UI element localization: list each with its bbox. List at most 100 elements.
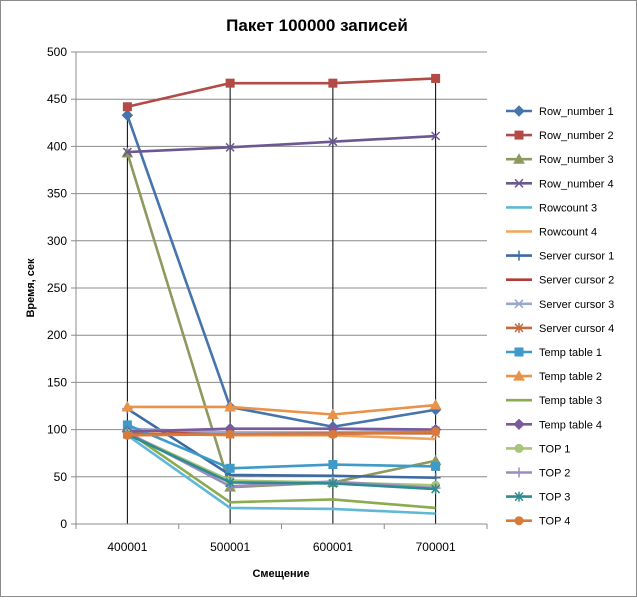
legend-label: Server cursor 4 — [539, 323, 614, 335]
y-tick-label: 450 — [47, 92, 67, 106]
x-tick-label: 500001 — [210, 540, 250, 554]
y-tick-label: 400 — [47, 139, 67, 153]
series-line — [126, 431, 436, 490]
data-point — [328, 78, 338, 88]
legend-marker — [514, 491, 524, 502]
data-point — [122, 430, 132, 440]
legend-marker — [513, 418, 525, 431]
grid — [76, 51, 487, 478]
data-point — [225, 142, 235, 152]
y-tick-label: 200 — [47, 328, 67, 342]
data-point — [225, 463, 235, 473]
series-line — [126, 407, 436, 480]
data-point — [224, 400, 236, 412]
data-point — [121, 109, 134, 121]
legend-label: TOP 4 — [539, 516, 570, 528]
series-line — [127, 427, 436, 433]
legend-item: TOP 1 — [506, 443, 570, 455]
series-line — [126, 114, 436, 429]
legend-item: Server cursor 2 — [506, 275, 614, 287]
legend-item: Row_number 3 — [506, 153, 614, 166]
data-point — [328, 460, 338, 470]
legend-item: Temp table 4 — [506, 418, 602, 431]
legend-label: Temp table 3 — [539, 395, 602, 407]
legend-label: Row_number 2 — [539, 130, 614, 142]
y-tick-label: 100 — [47, 423, 67, 437]
data-point — [225, 477, 235, 488]
drop-lines — [126, 78, 437, 524]
legend-item: Temp table 3 — [506, 395, 602, 407]
data-point — [431, 73, 441, 83]
x-axis-label: Смещение — [252, 568, 309, 580]
legend-item: Row_number 1 — [506, 105, 614, 118]
y-tick-label: 500 — [47, 45, 67, 59]
series-line — [127, 134, 436, 154]
chart-title: Пакет 100000 записей — [226, 16, 408, 35]
series-line — [127, 430, 436, 437]
legend-label: Server cursor 2 — [539, 275, 614, 287]
series-12 — [126, 430, 436, 510]
data-point — [431, 461, 441, 471]
series-0 — [121, 109, 442, 433]
legend-marker — [514, 347, 524, 357]
legend-marker — [514, 250, 524, 261]
series-11 — [121, 399, 442, 419]
legend-marker — [514, 299, 524, 309]
legend-label: Server cursor 1 — [539, 251, 614, 263]
data-point — [431, 131, 441, 141]
legend-label: Rowcount 3 — [539, 202, 597, 214]
legend-marker — [513, 370, 525, 381]
data-point — [429, 399, 442, 410]
series-line — [126, 423, 436, 470]
legend-label: Row_number 1 — [539, 106, 614, 118]
series-group — [121, 73, 442, 515]
x-tick-label: 600001 — [313, 540, 353, 554]
legend-item: Temp table 2 — [506, 370, 602, 383]
legend-item: Rowcount 4 — [506, 227, 597, 239]
legend-marker — [513, 105, 525, 117]
legend-item: Server cursor 3 — [506, 299, 614, 311]
legend-item: Server cursor 4 — [506, 323, 614, 335]
axes — [71, 51, 488, 529]
y-tick-labels: 0 50 100 150 200 250 300 350 400 450 500 — [47, 45, 67, 531]
legend-item: TOP 4 — [506, 516, 570, 528]
y-tick-label: 0 — [60, 517, 67, 531]
legend-marker — [513, 153, 525, 164]
data-point — [121, 400, 134, 412]
data-point — [431, 426, 441, 436]
legend-label: Server cursor 3 — [539, 299, 614, 311]
legend-label: Temp table 1 — [539, 347, 602, 359]
data-point — [122, 147, 132, 157]
legend-label: Rowcount 4 — [539, 227, 597, 239]
legend-marker — [514, 443, 524, 453]
legend: Row_number 1 Row_number 2 Row_number 3 Row_… — [506, 105, 614, 528]
data-point — [431, 484, 441, 495]
legend-item: Row_number 4 — [506, 178, 614, 190]
y-tick-label: 150 — [47, 375, 67, 389]
series-line — [127, 403, 436, 416]
x-tick-labels: 400001 500001 600001 700001 — [107, 540, 456, 554]
legend-label: Row_number 3 — [539, 154, 614, 166]
y-axis-label: Время, сек — [25, 258, 37, 318]
legend-label: Temp table 2 — [539, 371, 602, 383]
legend-item: Server cursor 1 — [506, 250, 614, 263]
data-point — [327, 408, 339, 419]
legend-marker — [514, 178, 524, 188]
legend-label: TOP 3 — [539, 492, 570, 504]
legend-item: TOP 3 — [506, 491, 570, 504]
legend-marker — [514, 516, 524, 526]
x-tick-label: 400001 — [107, 540, 147, 554]
legend-item: TOP 2 — [506, 467, 570, 480]
series-line — [126, 430, 436, 510]
legend-marker — [514, 130, 524, 140]
x-tick-label: 700001 — [416, 540, 456, 554]
y-tick-label: 250 — [47, 281, 67, 295]
legend-item: Row_number 2 — [506, 130, 614, 142]
series-line — [126, 433, 436, 491]
series-3 — [122, 131, 441, 157]
data-point — [225, 429, 235, 439]
data-point — [225, 78, 235, 88]
series-line — [127, 77, 436, 109]
